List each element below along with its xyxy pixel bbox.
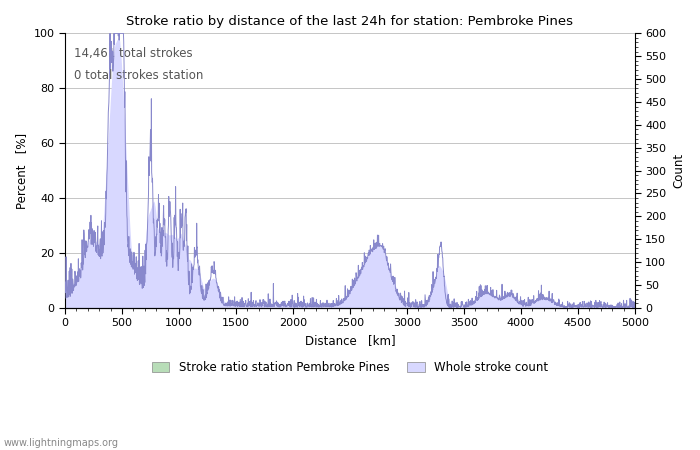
Text: www.lightningmaps.org: www.lightningmaps.org [4, 438, 118, 448]
Y-axis label: Percent   [%]: Percent [%] [15, 133, 28, 209]
X-axis label: Distance   [km]: Distance [km] [304, 334, 395, 347]
Text: 0 total strokes station: 0 total strokes station [74, 69, 203, 82]
Title: Stroke ratio by distance of the last 24h for station: Pembroke Pines: Stroke ratio by distance of the last 24h… [127, 15, 573, 28]
Text: 14,461 total strokes: 14,461 total strokes [74, 47, 192, 60]
Legend: Stroke ratio station Pembroke Pines, Whole stroke count: Stroke ratio station Pembroke Pines, Who… [147, 356, 553, 379]
Y-axis label: Count: Count [672, 153, 685, 188]
